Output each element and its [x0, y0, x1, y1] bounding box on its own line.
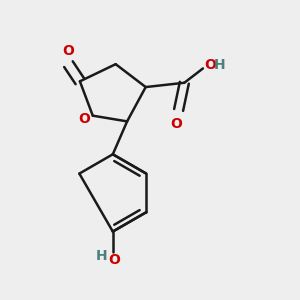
Text: O: O [108, 253, 120, 267]
Text: O: O [78, 112, 90, 125]
Text: O: O [170, 117, 182, 131]
Text: H: H [214, 58, 225, 72]
Text: O: O [204, 58, 216, 72]
Text: O: O [62, 44, 74, 58]
Text: H: H [95, 249, 107, 263]
